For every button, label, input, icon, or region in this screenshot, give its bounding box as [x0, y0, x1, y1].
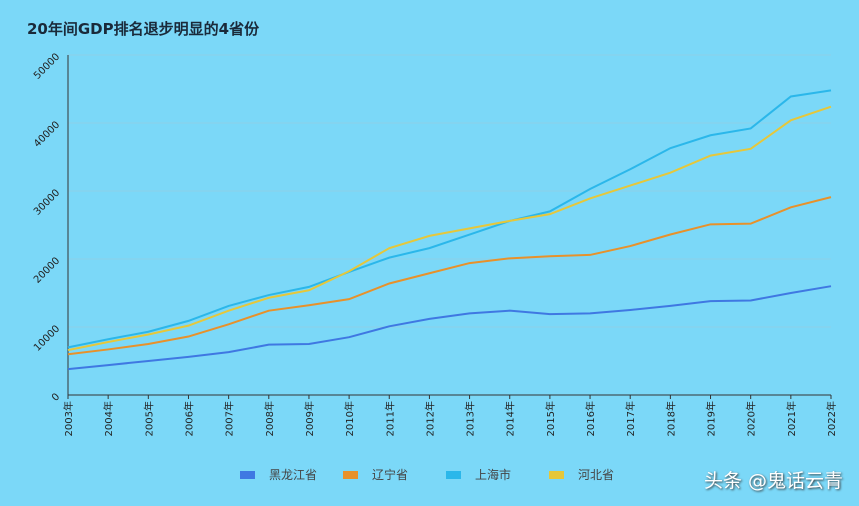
- legend-item[interactable]: 上海市: [446, 466, 549, 483]
- legend-swatch: [549, 470, 564, 479]
- x-tick-label: 2013年: [464, 401, 477, 436]
- legend-label: 河北省: [578, 468, 615, 482]
- y-tick-label: 40000: [32, 119, 62, 149]
- chart-title: 20年间GDP排名退步明显的4省份: [27, 20, 260, 38]
- x-tick-label: 2003年: [62, 401, 75, 436]
- x-tick-label: 2012年: [423, 401, 436, 436]
- y-tick-label: 30000: [32, 187, 62, 217]
- x-tick-label: 2015年: [544, 401, 557, 436]
- x-tick-label: 2009年: [303, 401, 316, 436]
- x-tick-label: 2014年: [504, 401, 517, 436]
- x-tick-label: 2020年: [745, 401, 758, 436]
- x-tick-label: 2007年: [223, 401, 236, 436]
- y-tick-label: 0: [50, 391, 62, 403]
- x-tick-label: 2022年: [825, 401, 838, 436]
- x-tick-label: 2021年: [785, 401, 798, 436]
- legend-swatch: [240, 470, 255, 479]
- series-line-1: [67, 196, 832, 356]
- legend-swatch: [446, 470, 461, 479]
- x-tick-label: 2017年: [624, 401, 637, 436]
- legend-label: 上海市: [475, 468, 512, 482]
- legend: 黑龙江省 辽宁省 上海市 河北省: [240, 466, 652, 483]
- y-tick-label: 50000: [32, 51, 62, 81]
- series-line-2: [67, 89, 832, 349]
- watermark: 头条 @鬼话云青: [703, 470, 843, 492]
- y-tick-label: 10000: [32, 323, 62, 353]
- x-tick-label: 2004年: [102, 401, 115, 436]
- legend-item[interactable]: 河北省: [549, 466, 652, 483]
- series-line-0: [67, 285, 832, 371]
- x-tick-label: 2008年: [263, 401, 276, 436]
- legend-swatch: [343, 470, 358, 479]
- x-tick-label: 2005年: [142, 401, 155, 436]
- x-tick-label: 2011年: [383, 401, 396, 436]
- x-tick-label: 2006年: [182, 401, 195, 436]
- x-tick-label: 2019年: [705, 401, 718, 436]
- x-tick-label: 2010年: [343, 401, 356, 436]
- x-tick-label: 2016年: [584, 401, 597, 436]
- legend-item[interactable]: 辽宁省: [343, 466, 446, 483]
- legend-label: 辽宁省: [372, 468, 409, 482]
- y-tick-label: 20000: [32, 255, 62, 285]
- series-line-3: [67, 105, 832, 352]
- x-tick-label: 2018年: [664, 401, 677, 436]
- legend-item[interactable]: 黑龙江省: [240, 466, 343, 483]
- legend-label: 黑龙江省: [269, 468, 318, 482]
